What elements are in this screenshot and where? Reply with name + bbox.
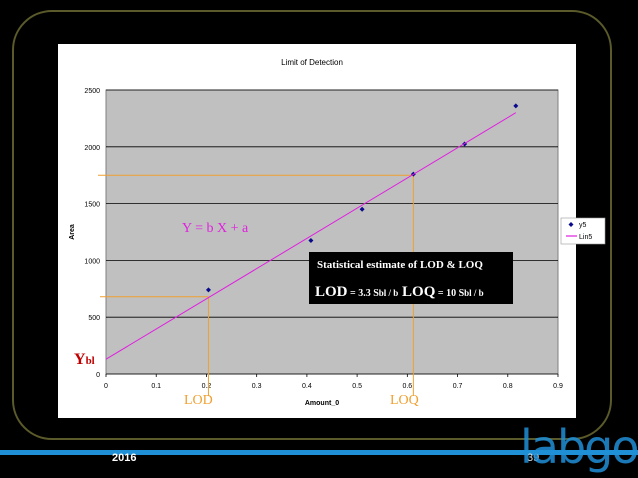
x-tick-label: 0.5 <box>352 383 362 390</box>
x-tick-label: 0.7 <box>453 383 463 390</box>
legend-label-y5: y5 <box>579 222 587 229</box>
x-tick-label: 0.2 <box>202 383 212 390</box>
data-point <box>205 287 211 293</box>
plot-area <box>105 89 559 375</box>
y-tick-label: 0 <box>96 372 100 379</box>
y-tick-label: 1000 <box>84 258 100 265</box>
labgo-logo: labgo <box>520 420 638 474</box>
chart-title: Limit of Detection <box>281 58 343 67</box>
footer-bar <box>0 450 638 455</box>
x-tick-label: 0.6 <box>402 383 412 390</box>
stats-box-formula: LOD = 3.3 Sbl / b LOQ = 10 Sbl / b <box>315 284 484 300</box>
y-tick-label: 2500 <box>84 88 100 95</box>
y-tick-label: 500 <box>88 315 100 322</box>
data-point <box>359 206 365 212</box>
x-tick-label: 0.9 <box>553 383 563 390</box>
x-axis-label: Amount_0 <box>305 400 339 407</box>
slide-frame <box>12 10 612 440</box>
stats-box-title: Statistical estimate of LOD & LOQ <box>317 259 483 271</box>
stats-box <box>309 252 513 304</box>
equation-label: Y = b X + a <box>182 221 249 236</box>
y-tick-label: 1500 <box>84 202 100 209</box>
loq-axis-label: LOQ <box>390 393 419 408</box>
x-tick-label: 0.1 <box>151 383 161 390</box>
y-tick-label: 2000 <box>84 145 100 152</box>
regression-line <box>105 112 517 360</box>
legend-marker-y5 <box>568 222 574 227</box>
x-tick-label: 0 <box>104 383 108 390</box>
x-tick-label: 0.4 <box>302 383 312 390</box>
legend-box <box>560 217 606 245</box>
page-number: 39 <box>527 452 540 464</box>
x-tick-label: 0.8 <box>503 383 513 390</box>
ybl-label: Ybl <box>74 351 95 368</box>
footer-year: 2016 <box>112 452 137 464</box>
legend-label-lin5: Lin5 <box>579 234 592 241</box>
y-axis-label: Area <box>69 224 76 240</box>
data-point <box>308 238 314 244</box>
lod-axis-label: LOD <box>184 393 213 408</box>
x-tick-label: 0.3 <box>252 383 262 390</box>
data-point <box>513 103 519 109</box>
